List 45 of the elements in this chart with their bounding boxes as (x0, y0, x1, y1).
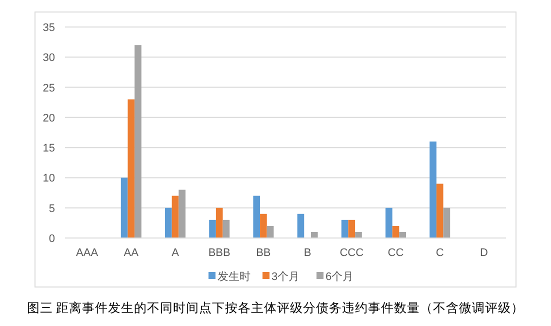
y-tick-label: 10 (42, 172, 55, 185)
legend-label: 6个月 (326, 271, 354, 283)
x-tick-label: BBB (208, 247, 230, 259)
bar (164, 208, 172, 238)
bar (128, 99, 135, 238)
y-tick-label: 15 (42, 142, 55, 155)
bar (266, 226, 274, 238)
bar (120, 178, 128, 238)
bar (355, 232, 362, 238)
x-tick-label: CCC (340, 247, 364, 259)
x-tick-label: CC (388, 247, 404, 259)
x-tick-label: B (304, 247, 312, 259)
bar (134, 45, 142, 238)
y-tick-label: 35 (42, 22, 55, 34)
y-tick-label: 30 (42, 52, 55, 64)
y-tick-label: 20 (42, 112, 55, 124)
bar (222, 220, 230, 238)
x-tick-label: C (436, 247, 444, 259)
y-tick-label: 5 (48, 202, 55, 215)
bar (297, 214, 304, 238)
bar (253, 196, 260, 238)
x-tick-label: D (480, 247, 488, 259)
bar (172, 196, 179, 238)
bar (341, 220, 348, 238)
legend-label: 3个月 (272, 271, 300, 283)
bar (399, 232, 406, 238)
x-tick-label: AAA (76, 247, 99, 259)
y-tick-label: 25 (42, 82, 55, 94)
x-tick-label: BB (256, 247, 271, 259)
bar (436, 184, 444, 238)
bar (310, 232, 318, 238)
bar (392, 226, 400, 238)
y-tick-label: 0 (48, 233, 55, 245)
x-tick-label: AA (124, 247, 140, 259)
bar (348, 220, 356, 238)
bar (385, 208, 392, 238)
bar (178, 190, 186, 238)
bar (443, 208, 450, 238)
bar (216, 208, 223, 238)
legend-label: 发生时 (218, 270, 250, 283)
bar (209, 220, 216, 238)
bar (430, 142, 436, 238)
x-tick-label: A (172, 247, 180, 259)
bar (260, 214, 267, 238)
text: 图三 距离事件发生的不同时间点下按各主体评级分债务违约事件数量（不含微调评级） (26, 300, 524, 315)
